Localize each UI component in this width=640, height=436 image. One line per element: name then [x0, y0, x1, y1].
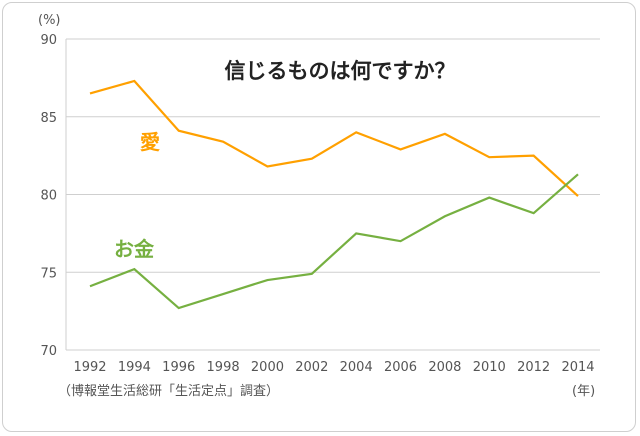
x-tick-label: 2000	[251, 360, 284, 375]
y-tick-label: 70	[40, 344, 57, 359]
chart-title: 信じるものは何ですか？	[225, 59, 456, 83]
source-note: （博報堂生活総研「生活定点」調査）	[58, 384, 279, 399]
x-tick-label: 1996	[162, 360, 195, 375]
series-label-ai: 愛	[140, 130, 160, 154]
series-label-okane: お金	[114, 237, 155, 261]
x-tick-label: 1994	[118, 360, 151, 375]
x-tick-label: 2014	[561, 360, 594, 375]
x-tick-label: 2008	[428, 360, 461, 375]
x-tick-label: 2006	[384, 360, 417, 375]
x-tick-label: 2004	[340, 360, 373, 375]
x-tick-label: 2010	[473, 360, 506, 375]
y-axis-unit: (%)	[38, 13, 61, 28]
x-tick-label: 1992	[73, 360, 106, 375]
chart-frame	[2, 2, 636, 432]
x-tick-label: 2012	[517, 360, 550, 375]
x-axis-unit: (年)	[572, 384, 595, 399]
y-tick-label: 90	[40, 33, 57, 48]
y-tick-label: 80	[40, 189, 57, 204]
series-line-okane	[89, 173, 579, 310]
y-tick-label: 75	[40, 266, 57, 281]
x-tick-label: 1998	[207, 360, 240, 375]
y-tick-label: 85	[40, 111, 57, 126]
x-tick-label: 2002	[295, 360, 328, 375]
series-line-ai	[89, 79, 579, 197]
